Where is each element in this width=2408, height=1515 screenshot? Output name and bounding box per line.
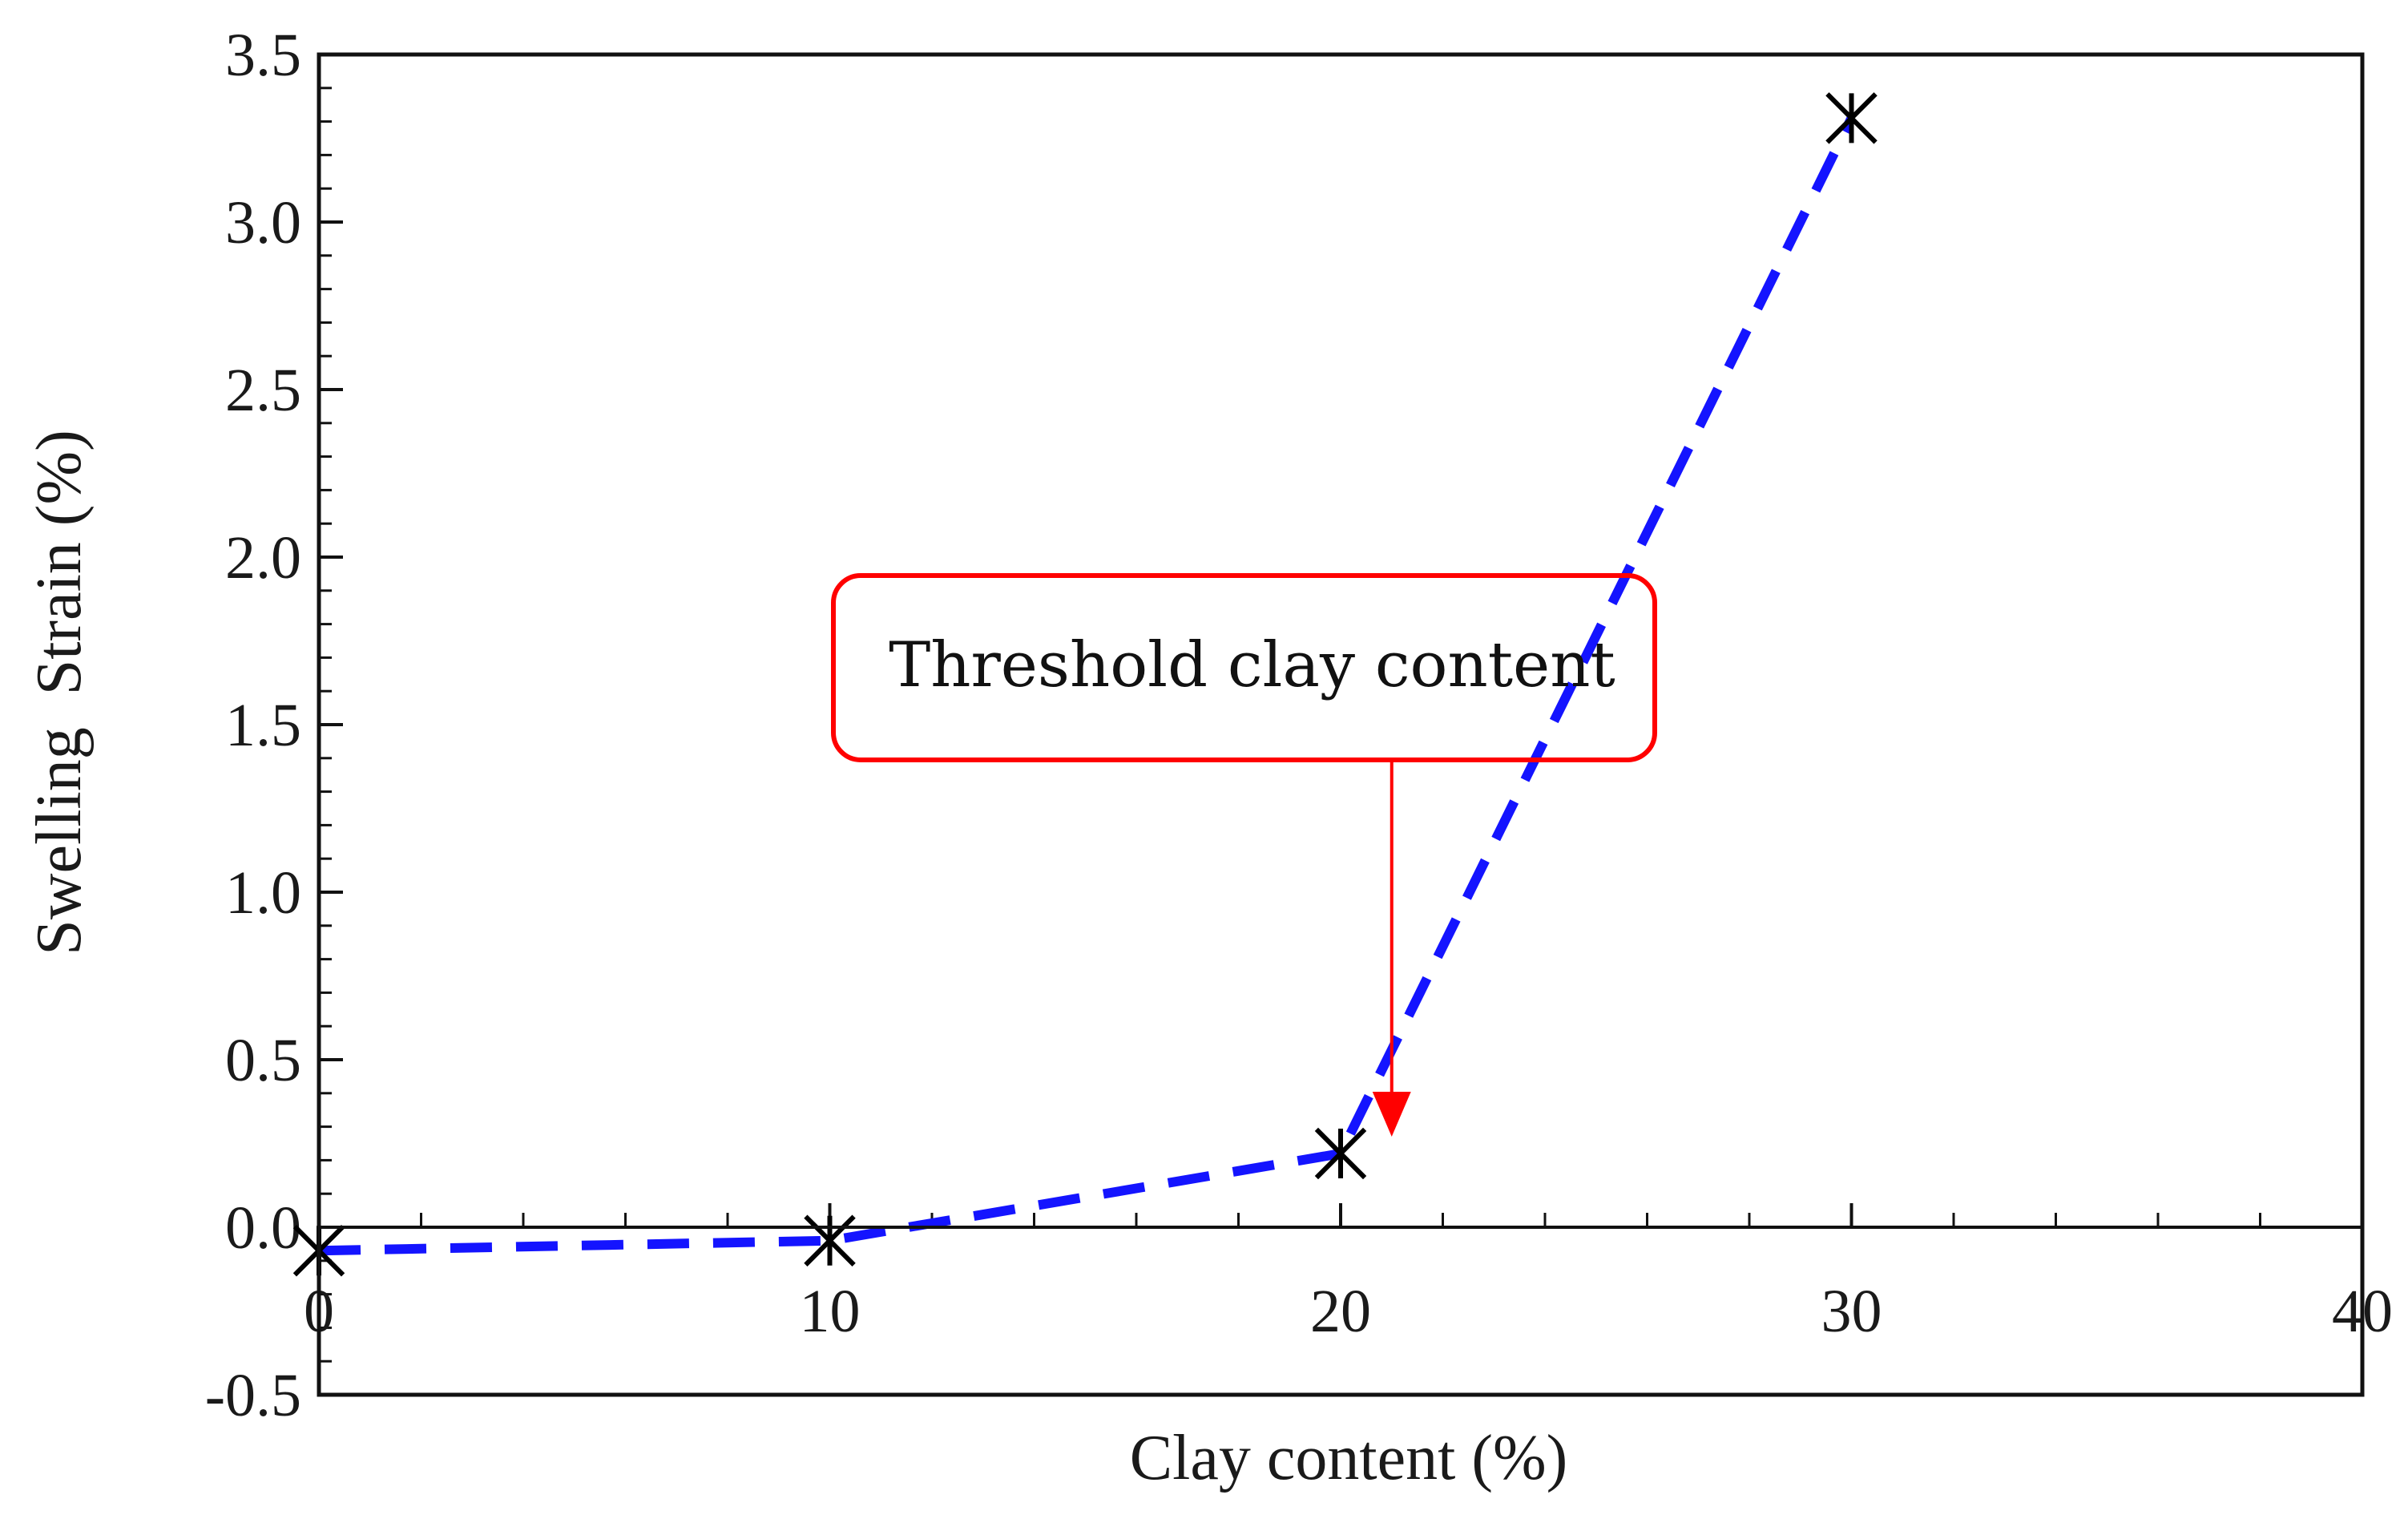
y-tick-label: 0.0 [225, 1194, 301, 1262]
asterisk-marker-shape [1825, 92, 1878, 144]
y-tick-label: 0.5 [225, 1027, 301, 1094]
y-tick-label: 2.5 [225, 357, 301, 424]
x-tick-label: 30 [1821, 1278, 1882, 1345]
y-tick-label: -0.5 [205, 1362, 301, 1429]
series-line [318, 115, 1856, 1256]
x-tick-label: 20 [1310, 1278, 1371, 1345]
plot-frame [317, 52, 2365, 1397]
y-tick-label: 3.5 [225, 22, 301, 89]
x-tick-label: 10 [800, 1278, 861, 1345]
asterisk-marker-shape [1314, 1127, 1367, 1180]
y-tick-label: 3.0 [225, 189, 301, 257]
annotation-label: Threshold clay content [889, 629, 1615, 701]
annotation-arrow-head [1372, 1091, 1411, 1137]
data-point-marker [1825, 92, 1878, 144]
data-point-marker [1314, 1127, 1367, 1180]
y-tick-label: 1.5 [225, 692, 301, 759]
x-axis-title: Clay content (%) [1130, 1423, 1567, 1493]
y-axis-title: Swelling Strain (%) [24, 430, 95, 955]
y-tick-label: 1.0 [225, 859, 301, 927]
annotation-box [831, 573, 1657, 762]
y-tick-label: 2.0 [225, 524, 301, 592]
